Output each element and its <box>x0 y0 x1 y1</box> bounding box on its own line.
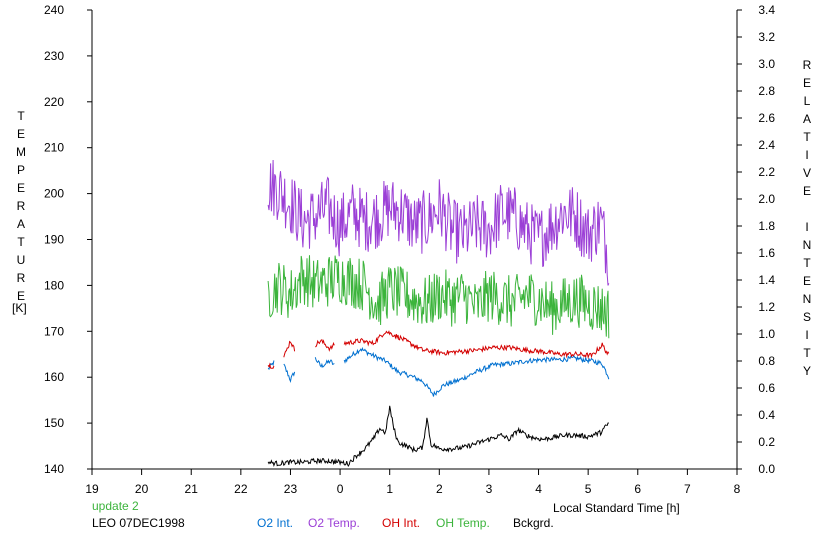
x-tick-label: 21 <box>185 482 199 496</box>
y-tick-label-right: 2.0 <box>758 192 775 206</box>
axis-letter: T <box>17 109 25 123</box>
station-date-label: LEO 07DEC1998 <box>92 516 185 530</box>
x-tick-label: 0 <box>337 482 344 496</box>
axis-letter: V <box>802 166 811 180</box>
axis-letter: M <box>16 145 26 159</box>
y-tick-label-right: 0.0 <box>758 462 775 476</box>
axis-letter: I <box>805 148 809 162</box>
axis-letter: A <box>802 112 811 126</box>
y-tick-label-left: 200 <box>44 187 64 201</box>
axis-letter: S <box>802 310 811 324</box>
series-oh-int-line <box>267 362 275 369</box>
series-o2-int-line <box>314 357 335 368</box>
axis-letter: E <box>802 184 811 198</box>
y-tick-label-right: 2.4 <box>758 138 775 152</box>
axis-letter: E <box>802 274 811 288</box>
x-axis-label: Local Standard Time [h] <box>553 501 680 515</box>
axis-letter: E <box>802 76 811 90</box>
axis-letter: I <box>805 328 809 342</box>
x-tick-label: 3 <box>486 482 493 496</box>
y-tick-label-left: 230 <box>44 49 64 63</box>
series-oh-temp-line <box>267 255 610 339</box>
legend-bckgrd: Bckgrd. <box>513 516 554 530</box>
axis-letter: T <box>17 235 25 249</box>
x-tick-label: 8 <box>734 482 741 496</box>
x-tick-label: 4 <box>535 482 542 496</box>
axis-letter: Y <box>802 364 811 378</box>
y-tick-label-right: 3.0 <box>758 57 775 71</box>
y-tick-label-left: 240 <box>44 3 64 17</box>
series-o2-temp-line <box>267 159 610 286</box>
y-tick-label-right: 1.6 <box>758 246 775 260</box>
y-tick-label-left: 190 <box>44 233 64 247</box>
y-tick-label-right: 0.6 <box>758 381 775 395</box>
y-tick-label-right: 0.4 <box>758 408 775 422</box>
y-tick-label-right: 1.0 <box>758 327 775 341</box>
y-tick-label-left: 180 <box>44 278 64 292</box>
axis-letter: E <box>16 127 25 141</box>
series-o2-int-line <box>267 360 275 370</box>
series-bckgrd-line <box>267 405 609 468</box>
x-tick-label: 5 <box>585 482 592 496</box>
axis-letter: A <box>16 217 25 231</box>
x-tick-label: 7 <box>684 482 691 496</box>
axis-letter: R <box>802 58 812 72</box>
y-tick-label-right: 1.4 <box>758 273 775 287</box>
axis-letter: R <box>16 271 26 285</box>
legend-oh-temp: OH Temp. <box>436 516 490 530</box>
y-tick-label-right: 0.2 <box>758 435 775 449</box>
x-tick-label: 6 <box>634 482 641 496</box>
x-tick-label: 23 <box>284 482 298 496</box>
axis-letter: U <box>16 253 26 267</box>
y-axis-unit-left: [K] <box>12 301 27 315</box>
axis-letter: R <box>16 199 26 213</box>
axis-letter: E <box>16 181 25 195</box>
y-tick-label-right: 2.6 <box>758 111 775 125</box>
axis-letter: N <box>802 238 812 252</box>
axis-letter: N <box>802 292 812 306</box>
y-tick-label-right: 3.4 <box>758 3 775 17</box>
x-tick-label: 2 <box>436 482 443 496</box>
x-tick-label: 22 <box>234 482 248 496</box>
axis-letter: E <box>16 289 25 303</box>
series-o2-int-line <box>343 346 610 397</box>
axis-letter: T <box>803 346 811 360</box>
x-tick-label: 1 <box>386 482 393 496</box>
x-tick-label: 20 <box>135 482 149 496</box>
legend-o2-temp: O2 Temp. <box>308 516 360 530</box>
axis-letter: L <box>803 94 811 108</box>
axis-letter: T <box>803 256 811 270</box>
update-label: update 2 <box>92 499 139 513</box>
legend-oh-int: OH Int. <box>382 516 421 530</box>
axis-letter: T <box>803 130 811 144</box>
series-o2-int-line <box>283 363 296 383</box>
y-tick-label-left: 210 <box>44 141 64 155</box>
axis-letter: P <box>16 163 25 177</box>
series-oh-int-line <box>315 339 335 352</box>
y-tick-label-right: 1.8 <box>758 219 775 233</box>
y-tick-label-right: 3.2 <box>758 30 775 44</box>
y-tick-label-right: 2.8 <box>758 84 775 98</box>
x-tick-label: 19 <box>85 482 99 496</box>
y-tick-label-left: 140 <box>44 462 64 476</box>
series-oh-int-line <box>343 330 610 360</box>
y-tick-label-left: 150 <box>44 416 64 430</box>
y-tick-label-right: 2.2 <box>758 165 775 179</box>
y-tick-label-left: 170 <box>44 324 64 338</box>
axis-letter: I <box>805 220 809 234</box>
y-tick-label-left: 220 <box>44 95 64 109</box>
axis-letter <box>800 200 814 218</box>
y-tick-label-right: 0.8 <box>758 354 775 368</box>
legend-o2-int: O2 Int. <box>257 516 294 530</box>
series-oh-int-line <box>283 340 296 358</box>
y-tick-label-right: 1.2 <box>758 300 775 314</box>
y-tick-label-left: 160 <box>44 370 64 384</box>
